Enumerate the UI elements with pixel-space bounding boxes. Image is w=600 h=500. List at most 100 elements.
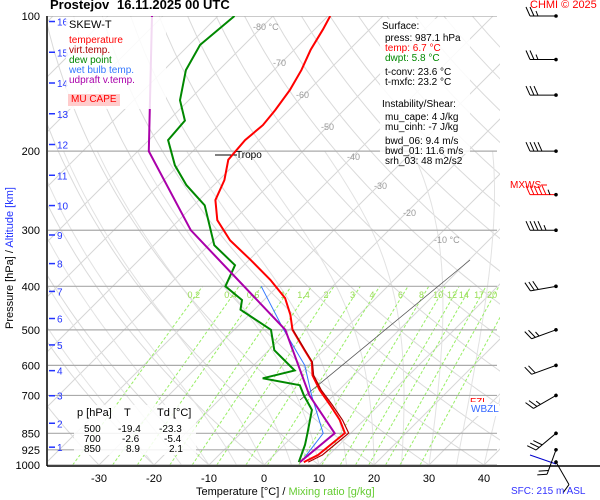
- wind-barb-flag: [525, 221, 531, 231]
- isotherm-line: [318, 283, 500, 465]
- mu-cinh: mu_cinh: -7 J/kg: [385, 122, 459, 133]
- mu-cape-badge: MU CAPE: [68, 94, 120, 106]
- wind-barb-flag: [525, 141, 531, 152]
- dry-adiabat-line: [158, 16, 500, 406]
- table-row-500-t: -19.4: [118, 424, 141, 435]
- temperature-tick-label: -20: [146, 473, 162, 485]
- wind-barb-flag: [530, 442, 540, 448]
- legend: SKEW-T temperature virt.temp. dew point …: [66, 17, 166, 109]
- pressure-tick-label: 1000: [16, 460, 40, 472]
- legend-updraft: udpraft v.temp.: [69, 75, 135, 86]
- dry-adiabat-line: [329, 16, 500, 208]
- altitude-tick-label: 2: [57, 419, 63, 430]
- altitude-tick-label: 4: [57, 367, 63, 378]
- wind-barb-flag: [529, 221, 535, 231]
- altitude-tick-label: 16: [57, 18, 69, 29]
- pressure-tick-label: 500: [22, 325, 40, 337]
- y-axis-label: Pressure [hPa] / Altitude [km]: [4, 168, 16, 348]
- table-header-td: Td [°C]: [157, 407, 192, 419]
- wind-barb-staff: [546, 449, 557, 475]
- isotherm-line: [483, 448, 500, 465]
- wind-barb-base: [554, 149, 558, 153]
- mixing-ratio-label: 1.4: [297, 290, 310, 300]
- lcl-line: [299, 259, 471, 401]
- wind-barb-flag: [529, 141, 535, 152]
- wind-barb-flag: [533, 440, 543, 446]
- mixing-ratio-label: 25: [505, 290, 515, 300]
- altitude-tick-label: 5: [57, 341, 63, 352]
- wind-barb-half: [535, 400, 541, 405]
- wind-barb-staff: [531, 364, 557, 375]
- info-panel: Surface: press: 987.1 hPa temp: 6.7 °C d…: [380, 19, 470, 167]
- srh-03: srh_03: 48 m2/s2: [385, 156, 463, 167]
- altitude-tick-label: 8: [57, 260, 63, 271]
- table-row-850-td: 2.1: [169, 444, 183, 455]
- wind-barb: [525, 221, 558, 233]
- wind-barb: [524, 328, 558, 340]
- dry-adiabat-line: [300, 16, 500, 240]
- wind-barb: [525, 141, 558, 153]
- mu-cape: mu_cape: 4 J/kg: [385, 112, 459, 123]
- isotherm-line: [263, 228, 500, 465]
- temperature-tick-label: 40: [478, 473, 490, 485]
- mixing-ratio-label: 12: [447, 290, 457, 300]
- wind-barb-flag: [529, 6, 535, 17]
- station-title: Prostejov: [50, 0, 110, 12]
- isotherm-label: -60: [296, 90, 309, 100]
- mixing-ratio-label: 10: [433, 290, 443, 300]
- wind-barb-base: [554, 393, 558, 398]
- wind-barb-flag: [533, 185, 539, 195]
- wind-barb-staff: [535, 432, 557, 451]
- isotherm-line: [153, 118, 500, 465]
- pressure-tick-label: 600: [22, 360, 40, 372]
- wind-barb-base: [554, 57, 558, 62]
- wind-barb-staff: [533, 395, 557, 409]
- instability-title: Instability/Shear:: [382, 99, 456, 110]
- t-mxfc: t-mxfc: 23.2 °C: [385, 77, 452, 88]
- surface-press: press: 987.1 hPa: [385, 33, 461, 44]
- wind-barb-base: [554, 328, 558, 332]
- legend-virt-temp: virt.temp.: [69, 45, 111, 56]
- wind-barb: [554, 460, 570, 493]
- wind-barb-flag: [562, 484, 570, 493]
- wind-barb-staff: [555, 461, 570, 485]
- altitude-tick-label: 13: [57, 110, 69, 121]
- wind-barb-flag: [525, 402, 534, 409]
- wind-barb-flag: [533, 85, 539, 96]
- mixing-ratio-label: 3: [350, 290, 355, 300]
- wind-barb-flag: [529, 50, 535, 60]
- mixing-ratio-line: [191, 286, 312, 465]
- table-row-850-p: 850: [84, 444, 101, 455]
- pressure-tick-label: 700: [22, 390, 40, 402]
- wind-barb-base: [554, 447, 558, 452]
- altitude-tick-label: 11: [57, 171, 68, 182]
- moist-adiabat-line: [483, 396, 500, 465]
- wind-barb-base: [554, 14, 558, 18]
- mixing-ratio-label: 4: [370, 290, 375, 300]
- wind-barb-flag: [533, 141, 539, 152]
- profile-virt-temp: [292, 329, 350, 463]
- pressure-tick-label: 300: [22, 225, 40, 237]
- temperature-tick-label: 10: [313, 473, 325, 485]
- surface-title: Surface:: [382, 21, 420, 32]
- wind-barb-flag: [538, 469, 549, 472]
- mixing-ratio-line: [399, 286, 500, 465]
- wind-barb-flag: [537, 141, 543, 152]
- pressure-tick-label: 200: [22, 146, 40, 158]
- wind-barb: [525, 185, 558, 197]
- dry-adiabat-line: [215, 16, 500, 338]
- wind-barb-half: [535, 10, 539, 17]
- altitude-tick-label: 14: [57, 79, 69, 90]
- level-table: p [hPa] T Td [°C] 500 -19.4 -23.3 700 -2…: [74, 405, 196, 455]
- temperature-tick-label: 20: [368, 473, 380, 485]
- table-header-t: T: [124, 407, 131, 419]
- dry-adiabat-line: [558, 16, 600, 465]
- temperature-tick-label: -30: [91, 473, 107, 485]
- profile-dew-point: [166, 16, 313, 463]
- dry-adiabat-line: [501, 16, 600, 465]
- wind-barb-base: [554, 284, 558, 289]
- mixing-ratio-line: [419, 316, 500, 465]
- mixing-ratio-label: 0.4: [224, 290, 237, 300]
- mixing-ratio-label: 20: [487, 290, 497, 300]
- wind-barb-flag: [525, 85, 531, 96]
